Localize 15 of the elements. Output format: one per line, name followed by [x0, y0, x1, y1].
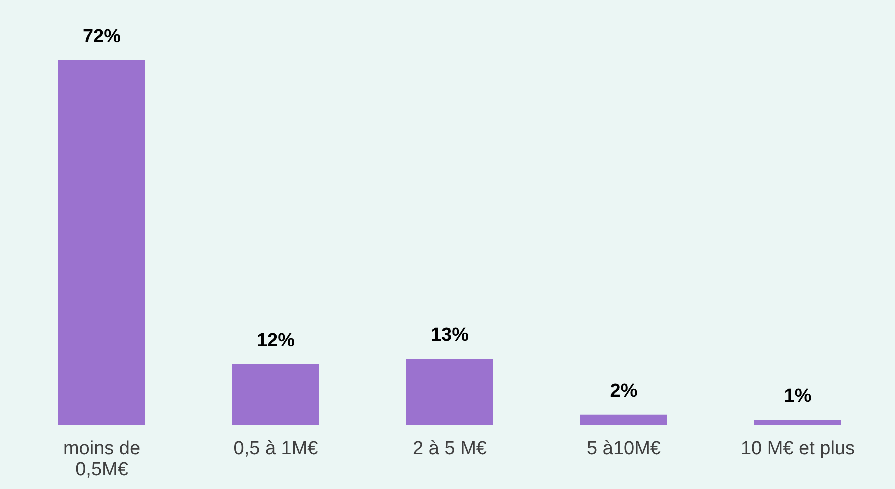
x-tick-label: 2 à 5 M€: [413, 438, 488, 460]
x-tick-label: 0,5 à 1M€: [234, 438, 319, 460]
data-label: 1%: [784, 386, 812, 407]
x-tick-label: moins de 0,5M€: [63, 438, 141, 480]
bar: [406, 359, 494, 425]
data-label: 2%: [610, 380, 638, 402]
bar: [232, 364, 320, 425]
x-tick-label: 10 M€ et plus: [740, 438, 856, 460]
data-label: 13%: [430, 325, 470, 346]
data-label: 72%: [82, 26, 122, 48]
bar: [754, 420, 842, 425]
x-tick-label: 5 à10M€: [587, 438, 662, 460]
bar: [58, 60, 146, 425]
bar: [580, 414, 668, 425]
data-label: 12%: [256, 330, 296, 352]
